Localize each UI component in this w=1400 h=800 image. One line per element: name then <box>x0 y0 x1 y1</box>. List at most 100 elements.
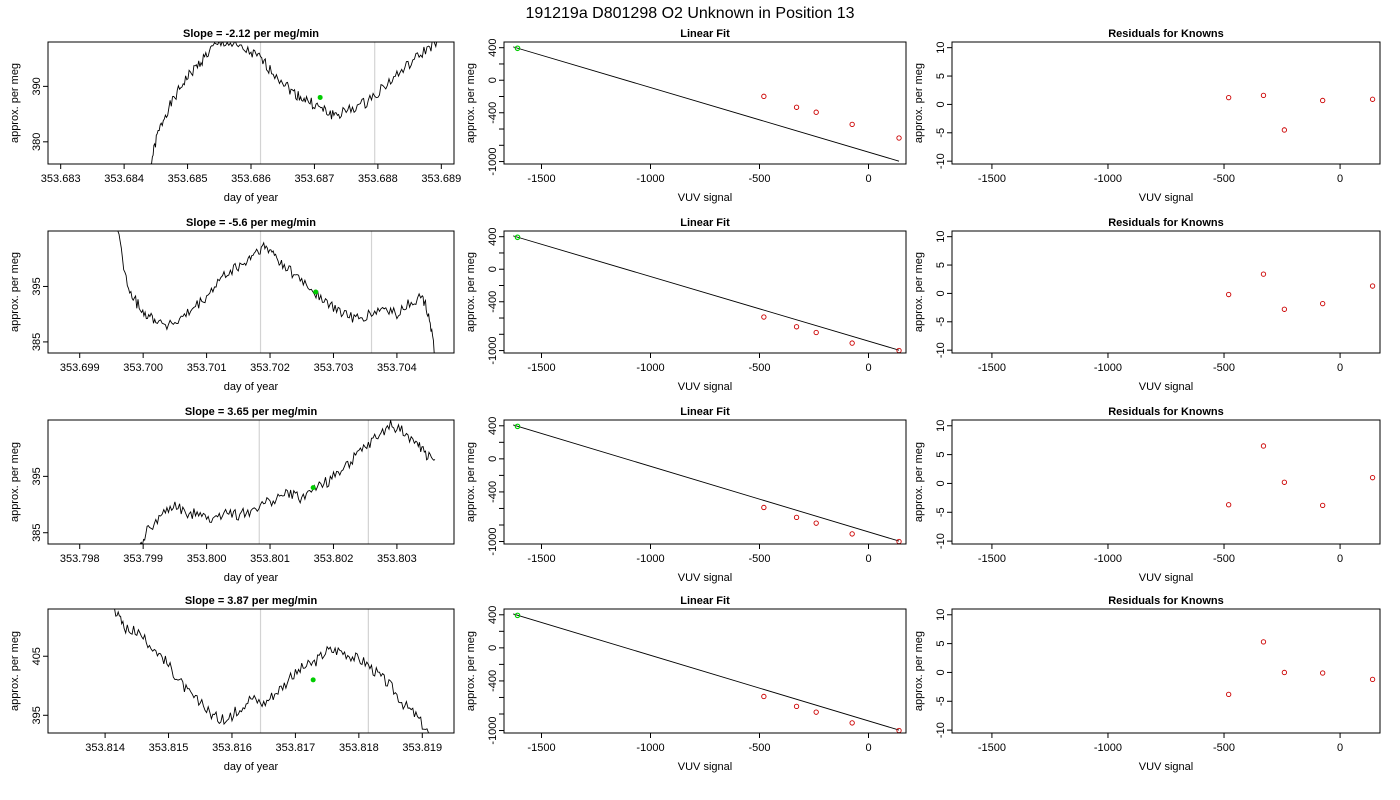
y-tick-label: 395 <box>31 706 43 724</box>
known-point <box>896 135 902 141</box>
y-tick-label: -10 <box>935 722 947 738</box>
x-tick-label: 353.802 <box>314 553 354 565</box>
plot-frame <box>503 608 907 734</box>
y-tick-label: 400 <box>487 606 499 624</box>
plot-frame <box>951 41 1381 165</box>
x-tick-label: 353.817 <box>276 742 316 754</box>
x-tick-label: -1500 <box>978 553 1006 565</box>
x-tick-label: -1500 <box>527 742 555 754</box>
y-tick-label: 10 <box>935 609 947 621</box>
y-tick-label: 385 <box>31 524 43 542</box>
x-axis-label: VUV signal <box>1139 761 1193 773</box>
x-tick-label: -1500 <box>978 742 1006 754</box>
x-tick-label: 0 <box>1337 173 1343 185</box>
y-tick-label: 405 <box>31 647 43 665</box>
y-axis-label: approx. per meg <box>465 252 477 332</box>
x-tick-label: -500 <box>1213 362 1235 374</box>
y-axis-label: approx. per meg <box>465 631 477 711</box>
known-point <box>1320 97 1326 104</box>
x-tick-label: 353.702 <box>250 362 290 374</box>
fit-line <box>513 613 900 731</box>
x-axis-label: day of year <box>224 761 279 773</box>
y-tick-label: 5 <box>935 262 947 268</box>
x-tick-label: 353.818 <box>339 742 379 754</box>
x-tick-label: 0 <box>1337 553 1343 565</box>
panel-title: Slope = -5.6 per meg/min <box>186 217 316 229</box>
y-tick-label: 0 <box>935 290 947 296</box>
x-axis-label: day of year <box>224 381 279 393</box>
y-axis-label: approx. per meg <box>9 63 21 143</box>
known-point <box>793 104 800 110</box>
x-axis-label: VUV signal <box>678 192 732 204</box>
panel-title: Residuals for Knowns <box>1108 217 1224 229</box>
plot-area <box>117 231 435 353</box>
y-tick-label: 0 <box>487 77 499 83</box>
panel-title: Residuals for Knowns <box>1108 595 1224 607</box>
x-axis-label: VUV signal <box>1139 192 1193 204</box>
known-point <box>813 329 819 336</box>
y-axis-label: approx. per meg <box>9 252 21 332</box>
known-point <box>1320 502 1326 509</box>
x-tick-label: 353.814 <box>85 742 125 754</box>
x-tick-label: -500 <box>748 362 770 374</box>
known-point <box>793 703 800 710</box>
unknown-marker-point <box>310 485 316 491</box>
y-tick-label: 0 <box>935 669 947 675</box>
x-tick-label: 353.689 <box>421 173 461 185</box>
y-tick-label: 10 <box>935 42 947 54</box>
known-point <box>1281 127 1288 133</box>
panel-9: Residuals for Knowns -1500 -1000 -500 0 -10 -5… <box>913 406 1381 584</box>
x-axis-label: day of year <box>224 572 279 584</box>
plot-frame <box>503 230 907 354</box>
y-axis-label: approx. per meg <box>9 631 21 711</box>
y-tick-label: 10 <box>935 231 947 243</box>
x-axis-label: day of year <box>224 192 279 204</box>
unknown-point <box>514 234 521 241</box>
y-tick-label: -400 <box>487 481 499 503</box>
known-point <box>896 347 902 353</box>
y-tick-label: 0 <box>487 456 499 462</box>
y-tick-label: 0 <box>935 101 947 107</box>
known-point <box>1281 306 1288 312</box>
plot-frame <box>951 230 1381 354</box>
x-tick-label: -1500 <box>527 362 555 374</box>
x-tick-label: 353.700 <box>123 362 163 374</box>
known-point <box>1281 479 1288 485</box>
x-tick-label: 0 <box>1337 742 1343 754</box>
known-point <box>849 121 855 128</box>
y-tick-label: -1000 <box>487 147 499 175</box>
x-tick-label: -500 <box>748 173 770 185</box>
x-tick-label: 353.803 <box>377 553 417 565</box>
y-tick-label: 390 <box>31 77 43 95</box>
x-tick-label: 353.703 <box>314 362 354 374</box>
fit-line <box>513 235 900 351</box>
y-tick-label: 380 <box>31 133 43 151</box>
x-tick-label: 0 <box>1337 362 1343 374</box>
x-tick-label: 353.801 <box>250 553 290 565</box>
x-tick-label: -500 <box>1213 173 1235 185</box>
x-axis-label: VUV signal <box>678 572 732 584</box>
panel-title: Linear Fit <box>680 217 730 229</box>
y-tick-label: -10 <box>935 342 947 358</box>
known-point <box>793 514 800 521</box>
y-tick-label: 385 <box>31 333 43 351</box>
panel-3: Residuals for Knowns -1500 -1000 -500 0 -10 -5… <box>913 28 1381 204</box>
x-tick-label: 353.701 <box>187 362 227 374</box>
plot-area <box>150 42 439 164</box>
y-tick-label: 5 <box>935 641 947 647</box>
y-axis-label: approx. per meg <box>913 63 925 143</box>
known-point <box>761 693 767 700</box>
known-point <box>1226 94 1232 101</box>
plot-area <box>114 609 430 733</box>
x-tick-label: 0 <box>865 742 871 754</box>
x-tick-label: 353.819 <box>402 742 442 754</box>
y-tick-label: -5 <box>935 696 947 706</box>
panel-5: Linear Fit -1500 -1000 -500 0 -1000 -400 0 400 VU… <box>465 217 907 393</box>
known-point <box>813 520 819 526</box>
x-tick-label: -1000 <box>1094 742 1122 754</box>
panel-12: Residuals for Knowns -1500 -1000 -500 0 -10 -5… <box>913 595 1381 773</box>
known-point <box>813 109 819 115</box>
y-tick-label: -400 <box>487 102 499 124</box>
x-tick-label: 353.684 <box>104 173 144 185</box>
